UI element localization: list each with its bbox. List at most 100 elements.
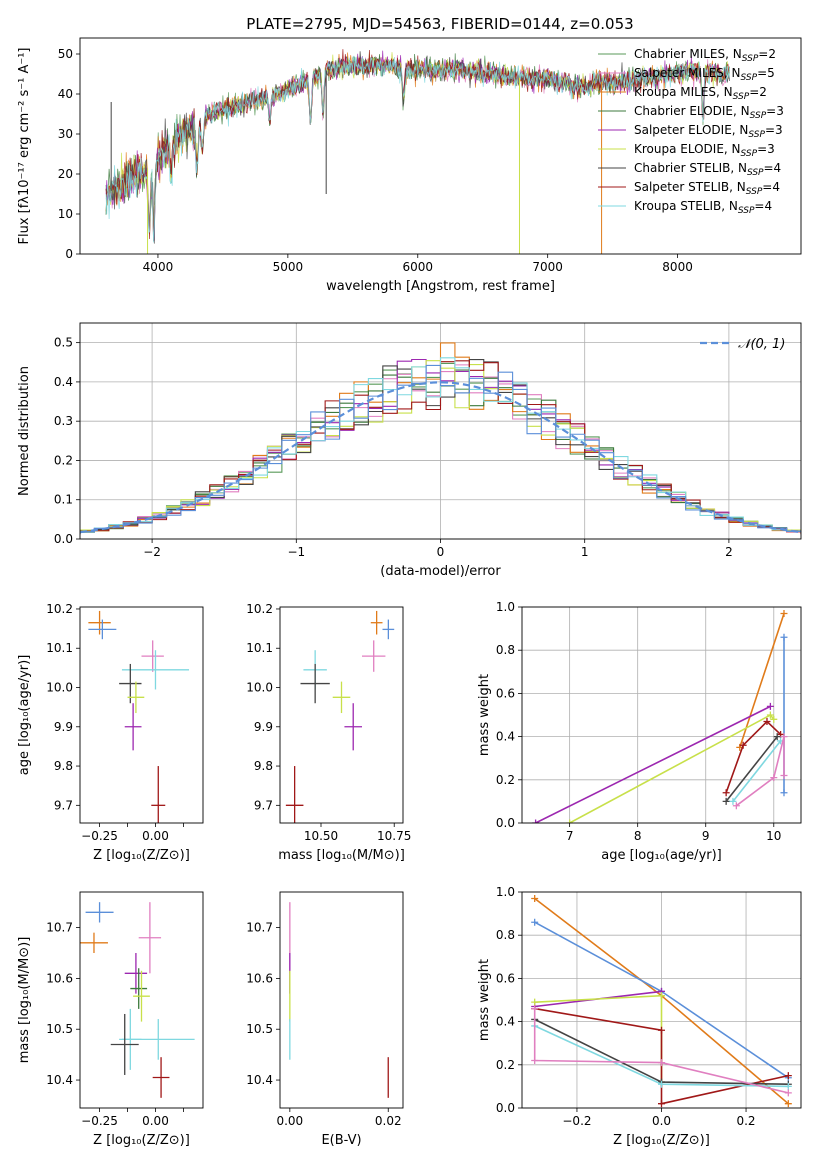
- y-tick-label: 0.0: [496, 1101, 515, 1115]
- x-axis-label: wavelength [Angstrom, rest frame]: [326, 279, 555, 294]
- x-tick-label: 7000: [532, 260, 563, 274]
- y-tick-label: 0.6: [496, 686, 515, 700]
- y-tick-label: 10.7: [246, 921, 273, 935]
- weight-marker: [780, 733, 788, 741]
- y-tick-label: 9.9: [54, 720, 73, 734]
- error-point: [127, 681, 145, 714]
- axes-frame: [279, 891, 404, 1109]
- y-tick-label: 0.0: [496, 816, 515, 830]
- weight-marker: [770, 715, 778, 723]
- error-point: [138, 902, 162, 974]
- y-tick-label: 0.0: [54, 532, 73, 546]
- x-axis-label: Z [log₁₀(Z/Z⊙)]: [613, 1133, 710, 1148]
- y-tick-label: 0.4: [54, 375, 73, 389]
- error-point: [121, 1019, 195, 1060]
- y-tick-label: 0.5: [54, 336, 73, 350]
- weight-line-kroupa_stelib: [732, 740, 782, 802]
- weight-marker: [780, 789, 788, 797]
- y-tick-label: 10.2: [46, 602, 73, 616]
- y-tick-label: 0.6: [496, 971, 515, 985]
- y-tick-label: 0.2: [54, 453, 73, 467]
- error-point: [88, 610, 111, 635]
- y-axis-label: mass weight: [477, 959, 492, 1041]
- histogram-normal: [80, 364, 801, 533]
- y-tick-label: 10.0: [46, 681, 73, 695]
- error-point: [119, 663, 142, 704]
- weight-marker: [784, 1089, 792, 1097]
- y-tick-label: 0.2: [496, 1058, 515, 1072]
- x-tick-label: 8: [634, 829, 642, 843]
- axes-frame: [279, 606, 404, 824]
- x-tick-label: 0.0: [652, 1114, 671, 1128]
- weight-line-salpeter_miles: [735, 736, 785, 807]
- y-tick-label: 0.4: [496, 1015, 515, 1029]
- histograms: [80, 342, 801, 535]
- error-point: [121, 650, 190, 690]
- figure-title: PLATE=2795, MJD=54563, FIBERID=0144, z=0…: [246, 15, 633, 33]
- mass_vs_Z-points: [80, 902, 195, 1098]
- y-tick-label: 9.7: [54, 798, 73, 812]
- weight_vs_Z-panel: −0.2 0.0 0.2 0.0 0.2 0.4 0.6 0.8 1.0 Z [log₁₀(Z/Z…: [477, 885, 802, 1148]
- x-axis-label: mass [log₁₀(M/M⊙)]: [278, 848, 405, 863]
- axes-frame: [79, 606, 204, 824]
- y-tick-label: 10.4: [46, 1073, 73, 1087]
- x-axis-label: Z [log₁₀(Z/Z⊙)]: [93, 1133, 190, 1148]
- spectrum-line-kroupa_stelib: [105, 55, 730, 243]
- error-point: [124, 952, 148, 994]
- x-tick-label: 5000: [273, 260, 304, 274]
- x-tick-label: 1: [581, 545, 589, 559]
- y-tick-label: 0.8: [496, 643, 515, 657]
- residuals-legend: 𝒩(0, 1): [700, 337, 785, 352]
- residuals-panel: −2 −1 0 1 2 0.0 0.1 0.2 0.3 0.4 0.5 (data-model)/er…: [17, 322, 802, 579]
- y-tick-label: 9.9: [254, 720, 273, 734]
- y-tick-label: 10.0: [246, 681, 273, 695]
- weight-marker: [773, 733, 781, 741]
- legend-label: Kroupa STELIB, NSSP=4: [634, 199, 772, 216]
- x-tick-label: 8000: [662, 260, 693, 274]
- weight-line-salpeter_miles: [533, 1008, 789, 1094]
- age_vs_mass-panel: 10.50 10.75 9.7 9.8 9.9 10.0 10.1 10.2 mass [log…: [246, 602, 411, 863]
- y-axis-label: Flux [fλ10⁻¹⁷ erg cm⁻² s⁻¹ A⁻¹]: [17, 48, 32, 245]
- x-tick-label: −0.25: [81, 1114, 118, 1128]
- legend-label: Kroupa MILES, NSSP=2: [634, 85, 767, 102]
- axes-frame: [521, 606, 802, 824]
- error-point: [151, 766, 166, 823]
- weight-marker: [658, 1100, 665, 1108]
- x-tick-label: 0.2: [736, 1114, 755, 1128]
- y-tick-label: 0: [65, 247, 73, 261]
- error-point: [80, 932, 108, 953]
- weight-line-salpeter_stelib: [534, 1007, 789, 1105]
- x-tick-label: 0.00: [142, 829, 169, 843]
- weight-marker: [658, 1080, 665, 1088]
- y-tick-label: 0.2: [496, 773, 515, 787]
- y-tick-label: 10.1: [246, 641, 273, 655]
- y-tick-label: 10.7: [46, 921, 73, 935]
- weight_vs_Z-lines: [531, 894, 792, 1108]
- y-tick-label: 10.6: [46, 971, 73, 985]
- x-axis-label: age [log₁₀(age/yr)]: [601, 848, 722, 863]
- y-tick-label: 10.1: [46, 641, 73, 655]
- y-axis-label: mass [log₁₀(M/M⊙)]: [17, 937, 32, 1064]
- mass_vs_ebv-points: [289, 902, 389, 1098]
- weight-line-kroupa_miles: [739, 613, 785, 748]
- error-point: [344, 703, 362, 751]
- legend-label: 𝒩(0, 1): [738, 337, 785, 352]
- y-tick-label: 10.2: [246, 602, 273, 616]
- error-point: [88, 619, 117, 640]
- histogram-kroupa_elodie: [80, 360, 801, 534]
- weight-marker: [531, 894, 539, 902]
- weight-marker: [658, 1026, 665, 1034]
- histogram-kroupa_stelib: [80, 357, 801, 535]
- y-axis-label: Normed distribution: [17, 366, 32, 496]
- x-axis-label: Z [log₁₀(Z/Z⊙)]: [93, 848, 190, 863]
- error-point: [133, 970, 150, 1022]
- error-point: [141, 640, 164, 672]
- x-tick-label: 6000: [402, 260, 433, 274]
- x-tick-label: 7: [566, 829, 574, 843]
- weight-line-salpeter_elodie: [535, 705, 771, 823]
- x-axis-label: (data-model)/error: [380, 564, 501, 579]
- y-tick-label: 20: [58, 167, 73, 181]
- weight-marker: [763, 717, 771, 725]
- weight-marker: [531, 1056, 539, 1064]
